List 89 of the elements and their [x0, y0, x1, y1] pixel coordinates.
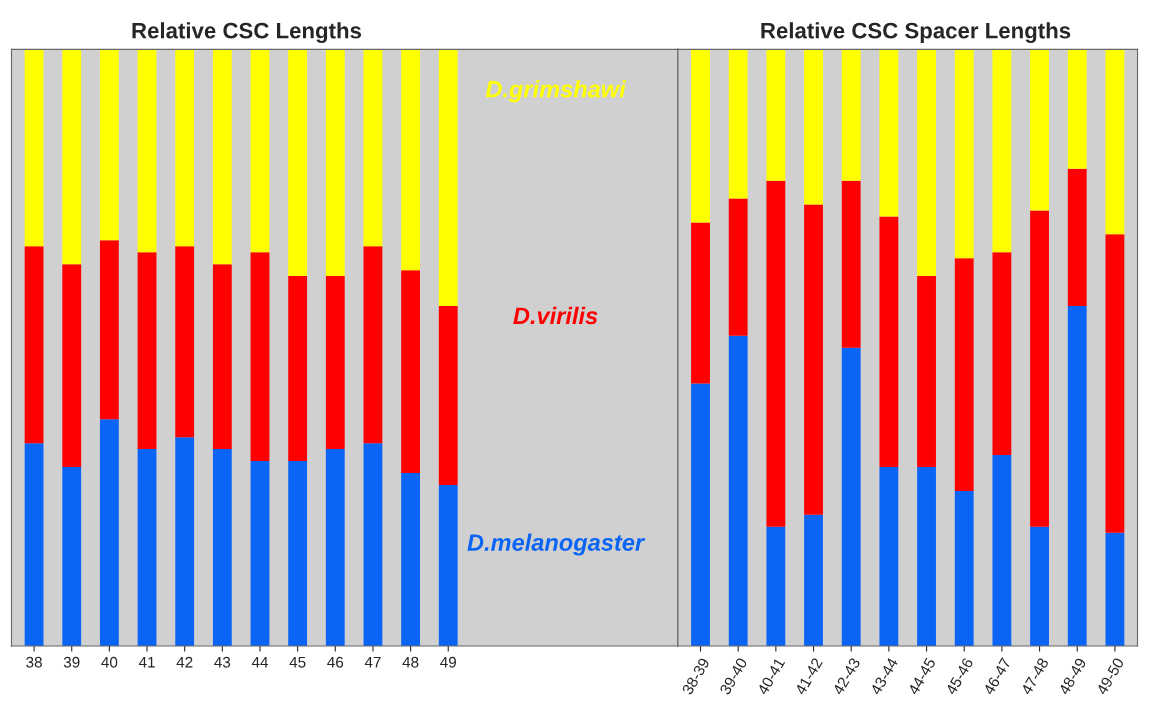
bar — [691, 383, 710, 646]
bar — [137, 252, 157, 450]
bar — [917, 467, 936, 646]
bar — [879, 467, 899, 646]
bar — [691, 49, 710, 223]
bar — [766, 526, 786, 646]
bar — [766, 49, 786, 181]
bar — [250, 49, 270, 253]
bar — [992, 49, 1012, 253]
text: D.virilis — [513, 306, 598, 325]
bar — [212, 264, 232, 450]
bar — [288, 276, 308, 462]
bar — [401, 472, 420, 646]
bar — [1105, 532, 1125, 646]
bar — [841, 347, 861, 646]
bar — [175, 437, 195, 646]
bar — [841, 49, 861, 181]
bar — [804, 514, 823, 646]
x-tick-label: 46 — [327, 656, 344, 668]
bar — [1030, 210, 1049, 527]
bar — [728, 198, 748, 336]
bar — [879, 49, 899, 217]
bar — [288, 461, 308, 646]
bar — [212, 449, 232, 646]
x-tick-label: 42 — [176, 656, 193, 668]
bar — [438, 484, 458, 646]
bar — [917, 49, 936, 277]
bar — [728, 49, 748, 199]
bar — [401, 270, 420, 473]
x-tick-label: 47 — [364, 656, 381, 668]
bar — [1030, 526, 1049, 646]
bar — [325, 276, 345, 450]
bar — [24, 246, 44, 444]
series-label: D.melanogaster — [467, 533, 646, 556]
bar — [1067, 49, 1087, 169]
bar — [363, 246, 383, 444]
bar — [954, 490, 974, 646]
bar — [1067, 305, 1087, 646]
bar — [1030, 49, 1049, 211]
bar — [250, 461, 270, 646]
bar — [175, 246, 195, 438]
bar — [212, 49, 232, 265]
bar — [175, 49, 195, 247]
bar — [1105, 49, 1125, 235]
bar — [137, 449, 157, 646]
bar — [24, 443, 44, 646]
bar — [363, 49, 383, 247]
bar — [804, 204, 823, 515]
bar — [992, 252, 1012, 456]
chart-title: Relative CSC Lengths — [132, 22, 362, 44]
bar — [99, 419, 119, 646]
series-label: D.grimshawi — [485, 80, 627, 103]
bar — [1067, 168, 1087, 306]
bar — [99, 49, 119, 241]
bar — [99, 240, 119, 420]
bar — [250, 252, 270, 462]
bar — [691, 222, 710, 384]
x-tick-label: 38 — [26, 656, 42, 668]
bar — [1105, 234, 1125, 533]
bar — [438, 305, 458, 485]
bar — [288, 49, 308, 277]
bar — [766, 180, 786, 527]
bar — [728, 335, 748, 646]
bar — [24, 49, 44, 247]
x-tick-label: 45 — [289, 656, 306, 668]
bar — [954, 49, 974, 259]
bar — [62, 49, 82, 265]
bar — [917, 276, 936, 468]
bar — [62, 467, 82, 646]
bar — [879, 216, 899, 468]
x-tick-label: 43 — [214, 656, 231, 668]
bar — [325, 449, 345, 646]
bar — [438, 49, 458, 306]
bar — [804, 49, 823, 205]
bar — [841, 180, 861, 348]
x-tick-label: 48 — [402, 656, 419, 668]
x-tick-label: 49 — [440, 656, 457, 668]
bar — [954, 258, 974, 491]
bar — [325, 49, 345, 277]
x-tick-label: 40 — [101, 656, 118, 668]
bar — [62, 264, 82, 468]
bar — [992, 455, 1012, 646]
x-tick-label: 44 — [251, 656, 269, 668]
bar — [363, 443, 383, 646]
bar — [401, 49, 420, 271]
x-tick-label: 39 — [63, 656, 80, 668]
bar — [137, 49, 157, 253]
x-tick-label: 41 — [138, 656, 155, 668]
chart-title: Relative CSC Spacer Lengths — [761, 22, 1071, 44]
